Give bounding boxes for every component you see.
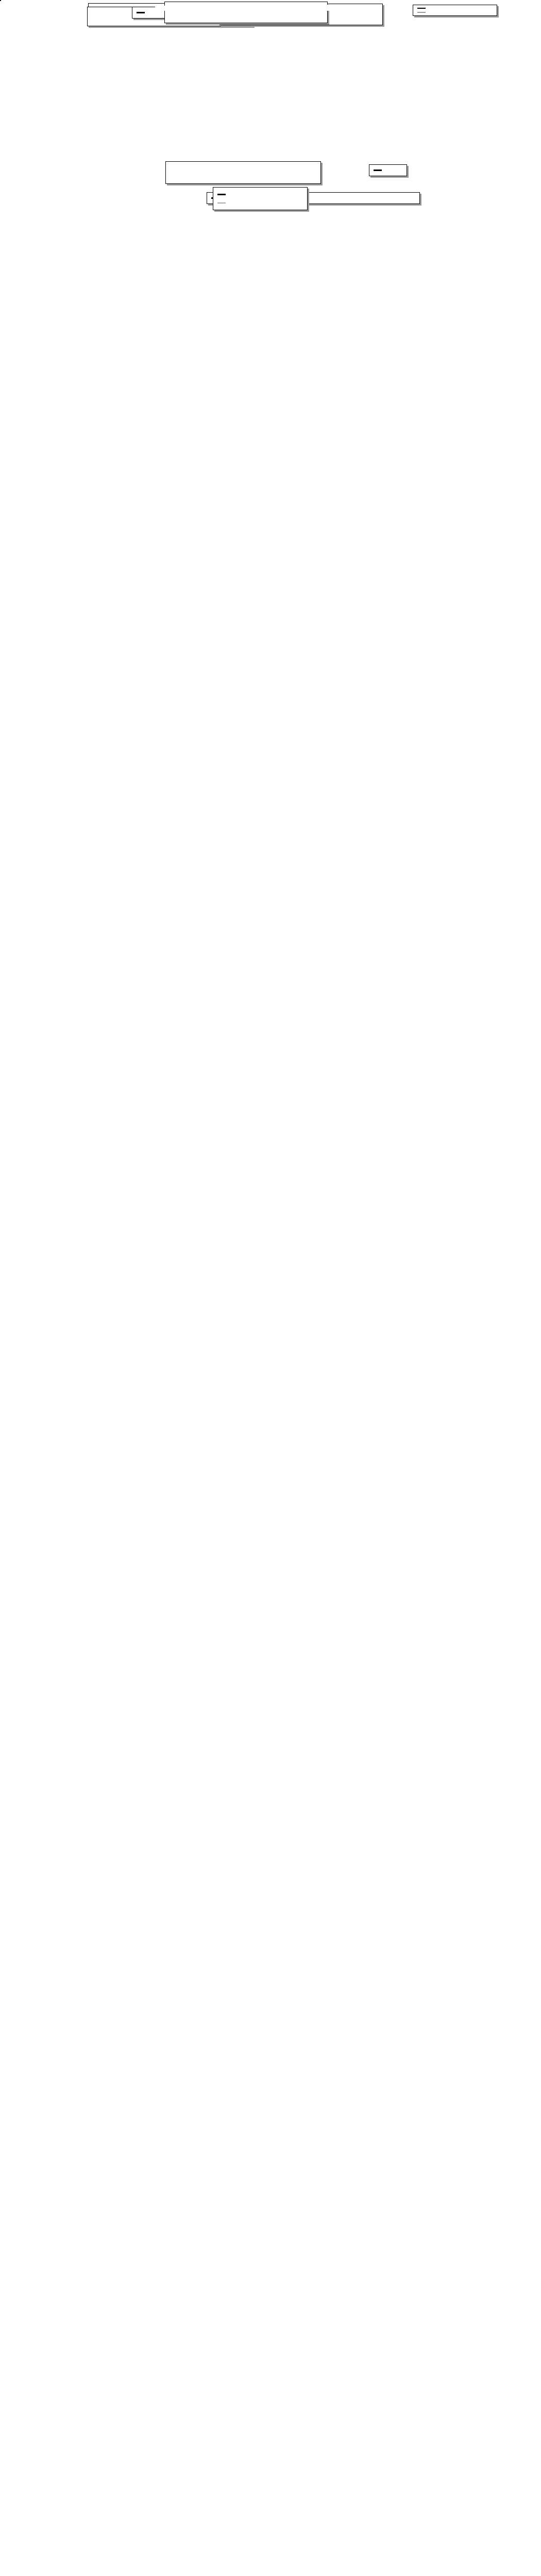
msl-pressure-line-icon xyxy=(137,12,145,13)
legend-item xyxy=(216,199,304,207)
sunshine-title xyxy=(155,6,382,11)
humidity-title xyxy=(165,161,321,184)
grass-air-diff-line-icon xyxy=(217,202,226,204)
gust-line-icon xyxy=(417,12,426,13)
speed-line-icon xyxy=(417,8,426,9)
legend-item xyxy=(416,10,494,14)
wind-speed-legend xyxy=(413,5,497,16)
wind-speed-chart xyxy=(0,0,497,16)
legend-item xyxy=(136,10,208,15)
legend-item xyxy=(373,167,403,173)
wind-speed-note xyxy=(176,5,346,6)
humidity-legend xyxy=(369,164,407,176)
relative-humidity-chart xyxy=(0,0,407,184)
legend-item xyxy=(416,6,494,10)
legend-item xyxy=(216,190,304,199)
grass-temp-legend xyxy=(213,187,308,210)
rh-line-icon xyxy=(374,170,382,171)
grass-temp-line-icon xyxy=(217,194,226,195)
